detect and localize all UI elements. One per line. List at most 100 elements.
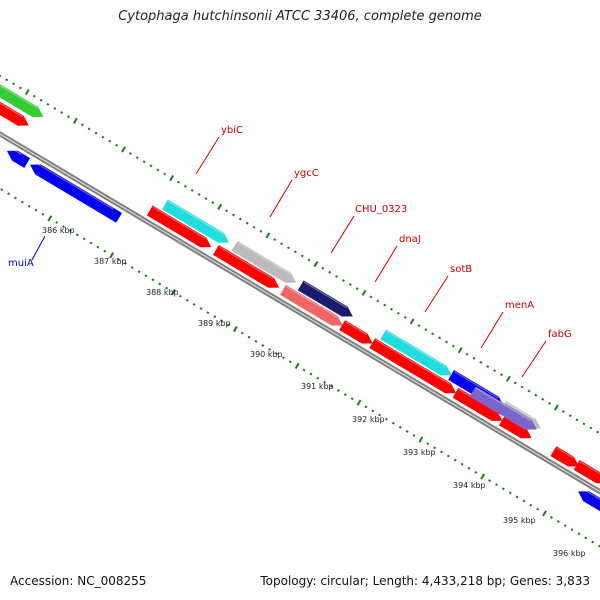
gene-feature-arrow[interactable] (146, 205, 212, 248)
gene-feature-arrow[interactable] (369, 338, 457, 394)
gene-label-fabg[interactable]: fabG (548, 329, 572, 340)
gene-feature-arrow[interactable] (469, 386, 537, 430)
gene-feature-arrow[interactable] (279, 284, 343, 326)
minor-tick (5, 78, 9, 82)
minor-tick (321, 266, 325, 270)
gene-feature-arrow[interactable] (0, 90, 29, 126)
tick-label: 391 kbp (301, 382, 334, 391)
minor-tick (34, 208, 38, 212)
minor-tick (474, 470, 478, 474)
minor-tick (103, 249, 107, 253)
gene-feature-highlight (0, 84, 38, 109)
summary-text: Topology: circular; Length: 4,433,218 bp… (260, 574, 590, 588)
gene-leader-line (31, 235, 46, 261)
major-tick (232, 325, 238, 333)
minor-tick (433, 446, 437, 450)
minor-tick (467, 466, 471, 470)
minor-tick (488, 479, 492, 482)
tick-label: 394 kbp (453, 481, 486, 490)
gene-feature-highlight (345, 321, 368, 336)
minor-tick (75, 233, 79, 237)
minor-tick (151, 278, 155, 282)
gene-feature-arrow[interactable] (29, 164, 123, 223)
minor-tick (548, 401, 552, 405)
minor-tick (446, 454, 450, 458)
tick-labels: 386 kbp 387 kbp 388 kbp 389 kbp 390 kbp 391 k… (42, 226, 586, 558)
minor-tick (142, 160, 146, 164)
minor-tick (101, 135, 105, 139)
gene-leader-line (269, 179, 293, 218)
minor-tick (94, 131, 98, 135)
minor-tick (0, 188, 4, 192)
gene-feature-highlight (0, 102, 24, 118)
minor-tick (158, 282, 162, 286)
minor-tick (307, 258, 311, 262)
gene-feature-arrow[interactable] (578, 491, 600, 538)
minor-tick (67, 115, 71, 119)
gene-feature-arrow[interactable] (212, 244, 280, 288)
minor-tick (300, 254, 304, 258)
major-tick (73, 117, 78, 124)
minor-tick (568, 414, 572, 418)
minor-tick (46, 102, 50, 106)
gene-feature-arrow[interactable] (162, 199, 230, 243)
minor-tick (584, 536, 588, 540)
gene-feature-arrow[interactable] (231, 240, 297, 283)
gene-feature-arrow[interactable] (573, 459, 600, 484)
minor-tick (323, 380, 327, 384)
gene-feature-highlight (237, 242, 291, 275)
major-tick (409, 318, 415, 325)
gene-label-chu-0323[interactable]: CHU_0323 (355, 204, 407, 215)
minor-tick (185, 298, 189, 302)
major-tick (554, 404, 559, 411)
minor-tick (355, 287, 359, 291)
gene-feature-arrow[interactable] (380, 329, 452, 376)
minor-tick (500, 373, 503, 377)
tick-label: 389 kbp (198, 319, 231, 328)
minor-tick (213, 315, 217, 319)
gene-label-mena[interactable]: menA (505, 300, 534, 311)
minor-tick (281, 356, 285, 360)
minor-tick (536, 507, 540, 511)
minor-tick (316, 376, 320, 380)
minor-tick (529, 503, 533, 507)
gene-feature-highlight (579, 461, 600, 475)
minor-tick (163, 172, 167, 176)
minor-tick (286, 246, 290, 250)
gene-feature-arrow[interactable] (550, 446, 580, 467)
gene-label-dnaj[interactable]: dnaJ (399, 234, 421, 245)
minor-tick (68, 229, 72, 233)
minor-tick (128, 152, 132, 155)
gene-feature-arrow[interactable] (297, 280, 353, 317)
minor-tick (335, 274, 339, 278)
gene-feature-arrow[interactable] (0, 77, 44, 117)
gene-label-ybic[interactable]: ybiC (221, 125, 243, 136)
minor-tick (7, 192, 11, 196)
minor-tick (451, 344, 455, 348)
minor-tick (206, 311, 210, 315)
minor-tick (144, 274, 148, 278)
minor-tick (364, 405, 368, 409)
major-tick (313, 261, 319, 268)
gene-feature-arrow[interactable] (339, 320, 373, 344)
gene-feature-arrow[interactable] (6, 150, 31, 168)
minor-tick (32, 94, 36, 98)
tick-label: 393 kbp (403, 448, 436, 457)
minor-tick (199, 307, 203, 310)
minor-tick (438, 336, 442, 340)
minor-tick (520, 385, 524, 389)
minor-tick (440, 450, 443, 454)
minor-tick (39, 98, 43, 102)
major-tick (505, 375, 511, 382)
minor-tick (87, 127, 91, 131)
gene-label-sotb[interactable]: sotB (450, 264, 472, 275)
minor-tick (405, 429, 409, 433)
minor-tick (563, 524, 567, 528)
gene-label-ygcc[interactable]: ygcC (294, 168, 319, 179)
gene-feature-highlight (168, 200, 224, 235)
minor-tick (371, 409, 375, 413)
gene-label-muia[interactable]: muiA (8, 258, 34, 269)
minor-tick (149, 164, 153, 168)
minor-tick (431, 332, 435, 336)
gene-feature-highlight (556, 447, 574, 459)
